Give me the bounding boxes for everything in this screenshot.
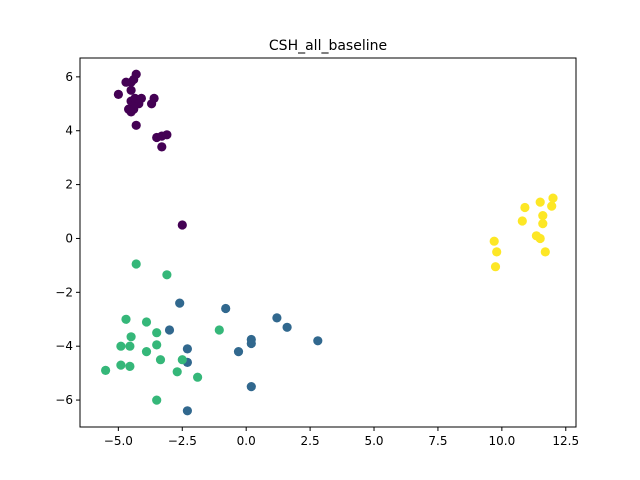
data-point-s3-9 xyxy=(489,236,499,246)
data-point-s2-17 xyxy=(193,372,203,382)
data-point-s1-3 xyxy=(164,325,175,335)
plot-frame xyxy=(79,57,577,428)
data-point-s2-3 xyxy=(141,317,152,327)
data-point-s2-11 xyxy=(177,355,187,365)
data-point-s0-5 xyxy=(126,85,136,95)
x-tick-label: 7.5 xyxy=(428,434,447,448)
data-point-s3-5 xyxy=(517,216,527,226)
data-point-s1-9 xyxy=(246,382,256,392)
x-tick-label: −5.0 xyxy=(104,434,133,448)
data-point-s0-15 xyxy=(126,107,136,117)
y-tick-label: 6 xyxy=(65,70,73,84)
y-tick-label: −4 xyxy=(55,339,73,353)
data-point-s1-1 xyxy=(182,344,192,354)
chart-title: CSH_all_baseline xyxy=(269,38,387,54)
data-point-s0-16 xyxy=(131,120,141,130)
data-point-s2-14 xyxy=(116,360,126,370)
data-point-s2-8 xyxy=(152,340,162,350)
data-point-s2-18 xyxy=(152,395,162,405)
data-point-s2-7 xyxy=(125,341,135,351)
data-point-s3-11 xyxy=(540,247,550,257)
data-point-s0-3 xyxy=(121,77,131,87)
x-tick-label: 2.5 xyxy=(301,434,320,448)
data-point-s0-19 xyxy=(162,130,172,140)
x-tick-label: 10.0 xyxy=(488,434,515,448)
x-axis-ticks: −5.0 −2.5 0.0 2.5 5.0 7.5 10.0 12.5 xyxy=(104,427,579,448)
x-tick-label: 12.5 xyxy=(552,434,579,448)
data-point-s1-12 xyxy=(313,336,323,346)
data-point-s1-0 xyxy=(175,298,185,308)
data-point-s3-8 xyxy=(535,233,545,244)
y-tick-label: 2 xyxy=(65,178,73,192)
data-point-s2-16 xyxy=(172,367,182,377)
data-point-s3-4 xyxy=(538,211,548,221)
data-point-s2-5 xyxy=(152,328,162,338)
data-point-s2-12 xyxy=(214,325,224,335)
data-point-s2-13 xyxy=(101,365,111,375)
data-point-s2-0 xyxy=(131,259,141,269)
x-tick-label: 5.0 xyxy=(364,434,383,448)
data-point-s3-1 xyxy=(535,197,545,207)
data-point-s2-10 xyxy=(155,355,166,365)
data-point-s0-4 xyxy=(113,89,123,99)
data-points xyxy=(101,69,558,416)
data-point-s2-4 xyxy=(126,332,136,342)
data-point-s0-2 xyxy=(129,74,139,85)
data-point-s1-4 xyxy=(182,406,192,416)
data-point-s1-5 xyxy=(221,303,231,314)
y-tick-label: 4 xyxy=(65,124,73,138)
data-point-s3-6 xyxy=(538,219,548,229)
data-point-s3-2 xyxy=(520,202,530,213)
data-point-s1-6 xyxy=(233,347,244,357)
y-tick-label: −6 xyxy=(55,393,73,407)
data-point-s1-11 xyxy=(282,322,292,332)
data-point-s0-21 xyxy=(177,220,187,230)
data-point-s2-15 xyxy=(125,361,135,371)
data-point-s2-9 xyxy=(141,347,152,357)
data-point-s2-1 xyxy=(162,270,172,280)
x-tick-label: 0.0 xyxy=(237,434,256,448)
data-point-s1-10 xyxy=(272,313,282,323)
data-point-s2-2 xyxy=(121,314,131,324)
data-point-s3-3 xyxy=(547,201,557,211)
data-point-s0-20 xyxy=(157,142,167,152)
y-tick-label: −2 xyxy=(55,285,73,299)
y-tick-label: 0 xyxy=(65,231,73,245)
data-point-s2-6 xyxy=(116,341,126,351)
data-point-s0-10 xyxy=(147,99,157,109)
data-point-s3-12 xyxy=(490,262,501,272)
y-axis-ticks: −6 −4 −2 0 2 4 6 xyxy=(55,70,80,407)
x-tick-label: −2.5 xyxy=(168,434,197,448)
data-point-s1-8 xyxy=(246,338,256,349)
data-point-s3-10 xyxy=(492,247,502,257)
data-point-s3-0 xyxy=(548,193,558,203)
